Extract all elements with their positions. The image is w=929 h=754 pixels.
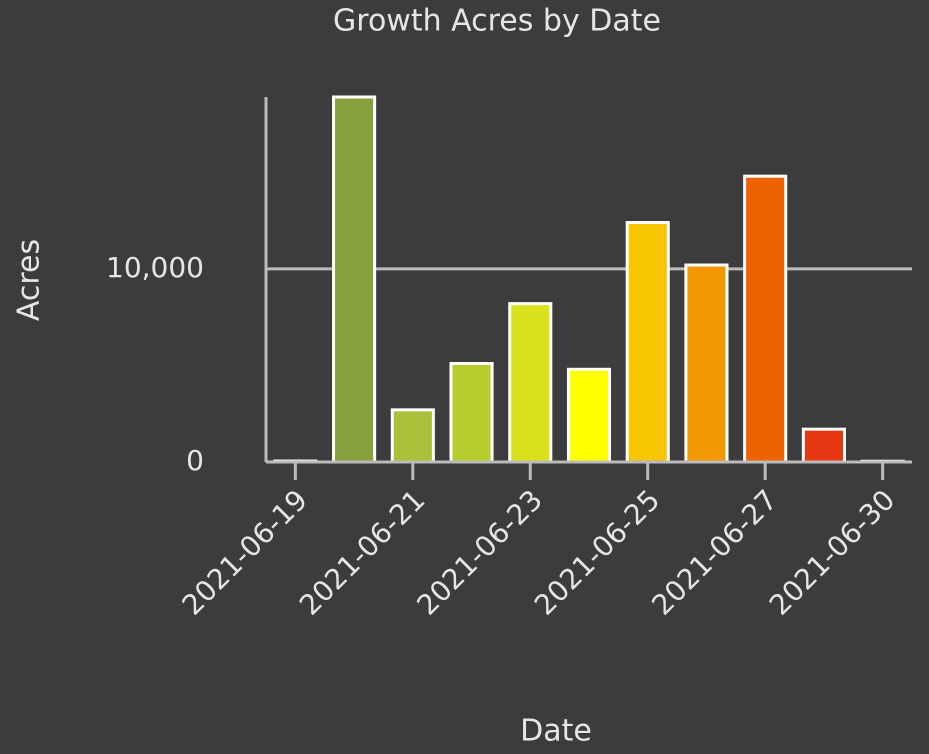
x-tick-label: 2021-06-30: [763, 483, 901, 621]
x-tick-label: 2021-06-27: [645, 483, 783, 621]
bar: [390, 408, 435, 464]
y-axis-title: Acres: [12, 239, 47, 321]
bar: [449, 362, 494, 464]
y-tick-label: 0: [186, 444, 204, 477]
bar: [508, 302, 553, 464]
chart-title: Growth Acres by Date: [333, 4, 661, 39]
y-tick-label: 10,000: [106, 251, 204, 284]
bar: [625, 221, 670, 464]
x-axis-title: Date: [520, 714, 592, 749]
x-tick-label: 2021-06-23: [410, 483, 548, 621]
x-tick-label: 2021-06-25: [528, 483, 666, 621]
x-tick-label: 2021-06-19: [176, 483, 314, 621]
bar: [743, 174, 788, 464]
bar: [566, 367, 612, 464]
x-tick-label: 2021-06-21: [293, 483, 431, 621]
bar: [332, 95, 377, 464]
bar: [801, 427, 846, 464]
bar: [684, 263, 729, 464]
